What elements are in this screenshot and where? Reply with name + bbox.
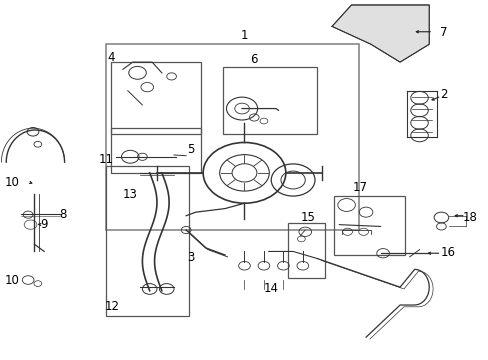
Text: 7: 7 (439, 26, 447, 39)
Text: 12: 12 (104, 300, 120, 313)
Text: 11: 11 (99, 153, 114, 166)
Text: 4: 4 (107, 51, 114, 64)
Bar (222, 67, 317, 134)
Text: 1: 1 (240, 29, 248, 42)
Bar (106, 166, 188, 316)
Text: 14: 14 (263, 283, 278, 296)
Bar (106, 44, 358, 230)
Text: 9: 9 (41, 218, 48, 231)
Text: 5: 5 (187, 143, 194, 156)
Text: 2: 2 (439, 88, 447, 101)
Text: 8: 8 (60, 208, 67, 221)
Bar (334, 196, 404, 255)
Polygon shape (331, 5, 428, 62)
Text: 6: 6 (250, 53, 258, 66)
Text: 3: 3 (187, 251, 194, 264)
Bar (111, 128, 201, 173)
Text: 15: 15 (300, 211, 314, 224)
Text: 18: 18 (462, 211, 477, 224)
Bar (287, 223, 324, 278)
Text: 13: 13 (122, 188, 138, 201)
Text: 10: 10 (5, 274, 20, 287)
Text: 17: 17 (352, 181, 367, 194)
Text: 10: 10 (5, 176, 20, 189)
Bar (111, 62, 201, 134)
Text: 16: 16 (439, 246, 454, 259)
